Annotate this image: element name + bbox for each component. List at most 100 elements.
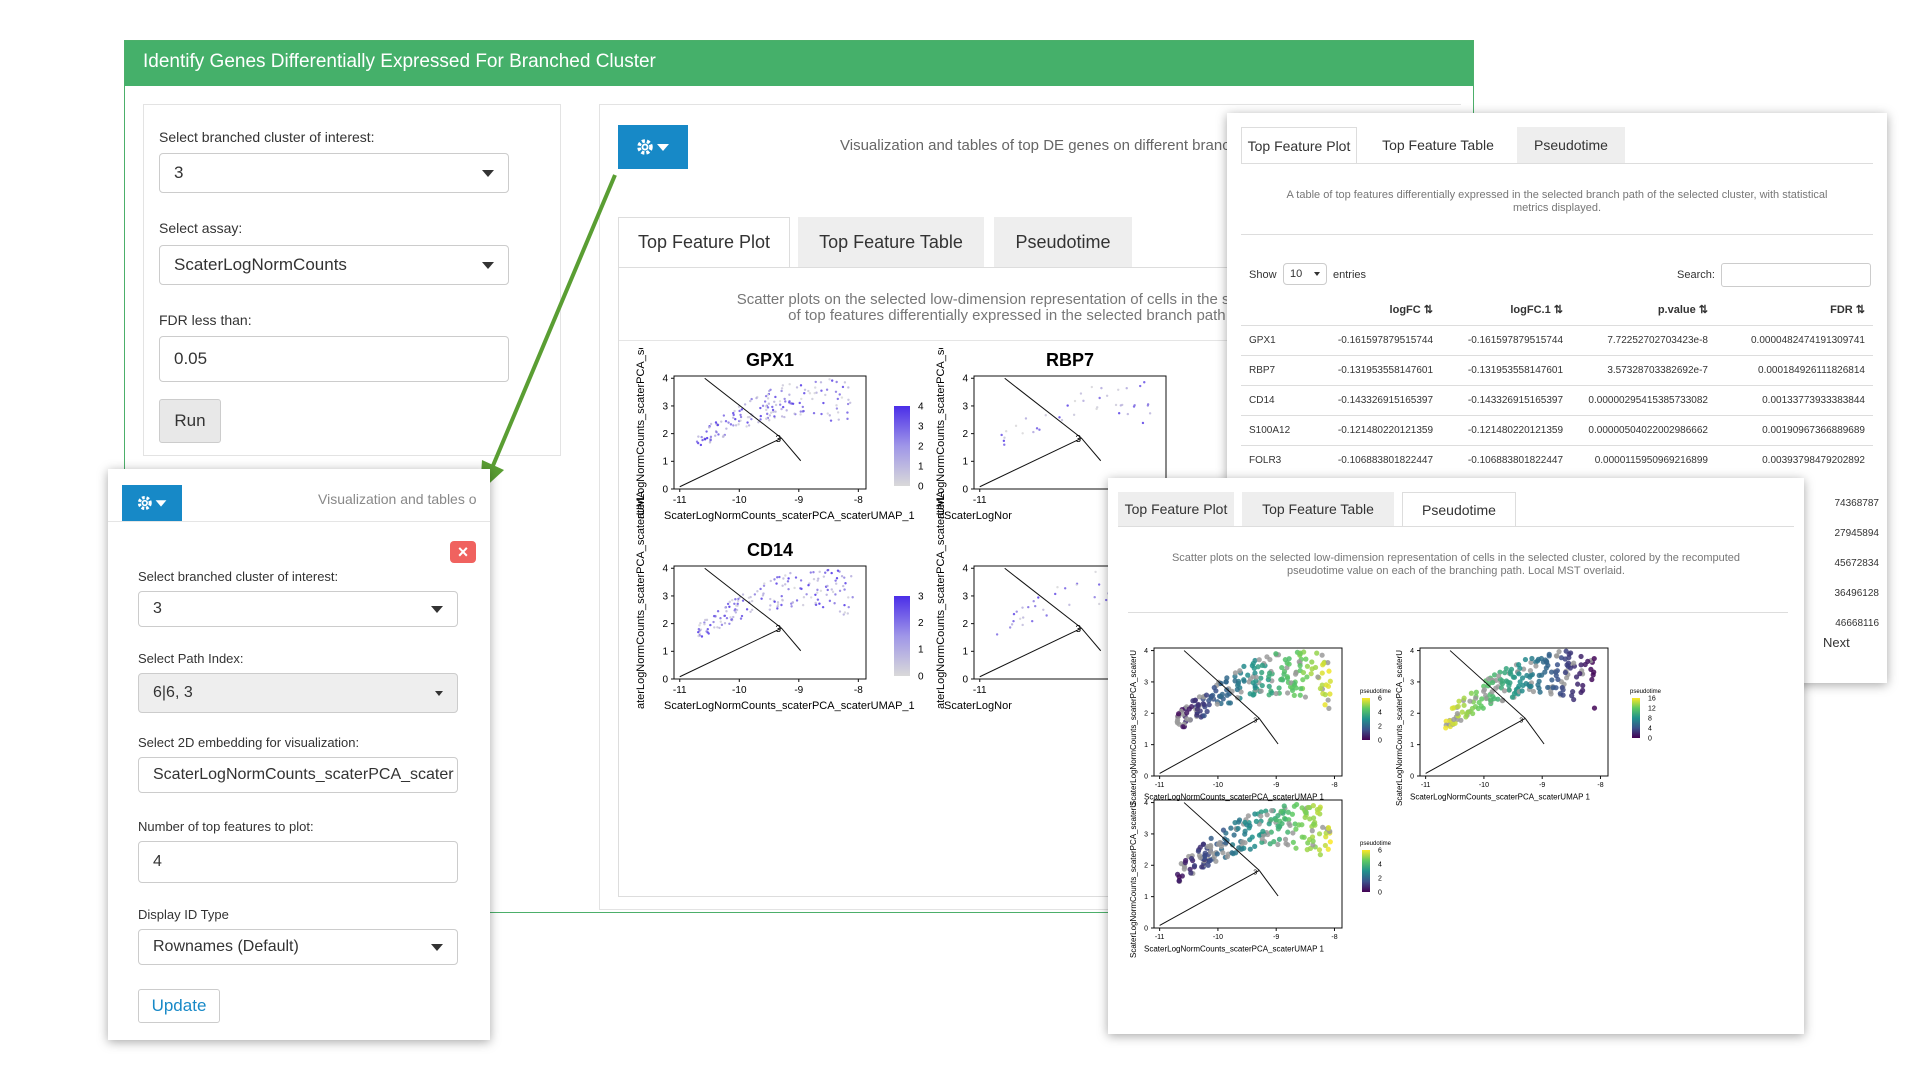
tw-tab-top-feature-plot[interactable]: Top Feature Plot [1241,127,1357,163]
data-point [847,605,850,609]
data-point [1285,809,1291,815]
table-cell: -0.121480220121359 [1441,414,1571,445]
data-point [773,400,776,403]
data-point [773,415,776,418]
data-point [743,403,747,406]
data-point [848,401,852,405]
data-point [1275,812,1281,819]
table-cell: 0.00393798479202892 [1716,444,1873,475]
settings-popup: Visualization and tables o × Select bran… [108,469,490,1040]
data-point [840,396,844,399]
fdr-input[interactable]: 0.05 [159,336,509,382]
y-tick-label: 2 [962,429,968,440]
data-point [1264,812,1270,818]
data-point [735,604,738,607]
cluster-select[interactable]: 3 [159,153,509,193]
data-point [1199,864,1205,870]
data-point [780,387,784,390]
data-point [830,571,833,575]
close-icon[interactable]: × [450,541,476,563]
column-header[interactable]: FDR ⇅ [1830,304,1865,317]
legend-tick: 8 [1648,715,1652,722]
table-row[interactable]: FOLR3 -0.106883801822447 -0.10688380182244… [1241,444,1873,475]
popup-cluster-value: 3 [153,600,162,617]
column-header[interactable] [1241,295,1311,325]
path-index-select[interactable]: 6|6, 3 [138,673,458,713]
data-point [847,398,850,401]
plot-title: CD14 [747,540,793,560]
table-row[interactable]: CD14 -0.143326915165397 -0.143326915165397… [1241,384,1873,415]
partial-fdr-cell: 74368787 [1834,498,1880,509]
table-row[interactable]: S100A12 -0.121480220121359 -0.121480220121… [1241,414,1873,445]
tab-top-feature-plot[interactable]: Top Feature Plot [618,217,790,267]
data-point [1542,669,1548,675]
column-header[interactable]: logFC ⇅ [1389,304,1433,317]
pw-tab-pseudotime[interactable]: Pseudotime [1402,492,1516,526]
data-point [1279,676,1285,682]
data-point [1527,683,1533,690]
popup-settings-button[interactable] [122,485,182,521]
data-point [1121,403,1124,407]
table-cell: -0.121480220121359 [1311,414,1441,445]
column-header[interactable]: logFC.1 ⇅ [1510,304,1563,317]
data-point [763,400,767,403]
column-header[interactable]: p.value ⇅ [1657,304,1708,317]
update-button[interactable]: Update [138,989,220,1023]
data-point [789,571,792,575]
pseudotime-plots: 3 -11 -10 -9 -8 4 3 2 1 0 ScaterLogNormCounts_scat… [1129,647,1662,958]
data-point [1455,703,1461,709]
data-point [1535,656,1541,662]
data-point [701,438,704,442]
data-point [1286,661,1292,667]
data-point [1548,688,1554,695]
data-point [1279,664,1285,671]
data-point [1489,689,1495,695]
data-point [1079,392,1083,395]
topn-input[interactable]: 4 [138,841,458,883]
embedding-select[interactable]: ScaterLogNormCounts_scaterPCA_scater [138,757,458,793]
table-row[interactable]: RBP7 -0.131953558147601 -0.131953558147601… [1241,354,1873,385]
data-point [716,610,720,613]
data-point [1273,651,1279,657]
data-point [1188,870,1194,876]
idtype-select[interactable]: Rownames (Default) [138,929,458,965]
tw-tab-top-feature-table[interactable]: Top Feature Table [1367,127,1509,163]
data-point [738,409,741,413]
run-button[interactable]: Run [159,399,221,443]
data-point [725,610,728,613]
pw-tab-top-feature-plot[interactable]: Top Feature Plot [1118,492,1234,526]
data-point [729,616,732,619]
legend-tick: 0 [918,481,924,492]
search-input[interactable] [1721,263,1871,287]
next-button[interactable]: Next [1823,635,1850,650]
tw-tab-pseudotime[interactable]: Pseudotime [1517,127,1625,163]
data-point [1491,672,1498,678]
embedding-label: Select 2D embedding for visualization: [138,735,360,750]
data-point [1591,655,1597,662]
pw-tab-top-feature-table[interactable]: Top Feature Table [1242,492,1394,526]
data-point [1082,399,1085,403]
data-point [824,571,827,574]
data-point [734,424,738,427]
data-point [706,628,709,631]
data-point [1454,711,1460,717]
data-point [1271,839,1277,845]
data-point [831,590,835,594]
data-point [1232,678,1238,684]
popup-cluster-select[interactable]: 3 [138,591,458,627]
mst-edge [1159,869,1260,926]
data-point [1266,821,1272,827]
table-row[interactable]: GPX1 -0.161597879515744 -0.161597879515744… [1241,324,1873,355]
settings-dropdown-button[interactable] [618,125,688,169]
data-point [769,411,773,414]
legend-tick: 2 [1378,723,1382,730]
data-point [776,603,780,606]
data-point [1278,808,1284,814]
partial-fdr-cell: 45672834 [1834,558,1880,569]
data-point [1197,844,1203,850]
data-point [1315,674,1321,680]
tab-pseudotime[interactable]: Pseudotime [994,217,1132,267]
entries-select[interactable]: 10 [1283,263,1327,285]
assay-select[interactable]: ScaterLogNormCounts [159,245,509,285]
tab-top-feature-table[interactable]: Top Feature Table [798,217,984,267]
